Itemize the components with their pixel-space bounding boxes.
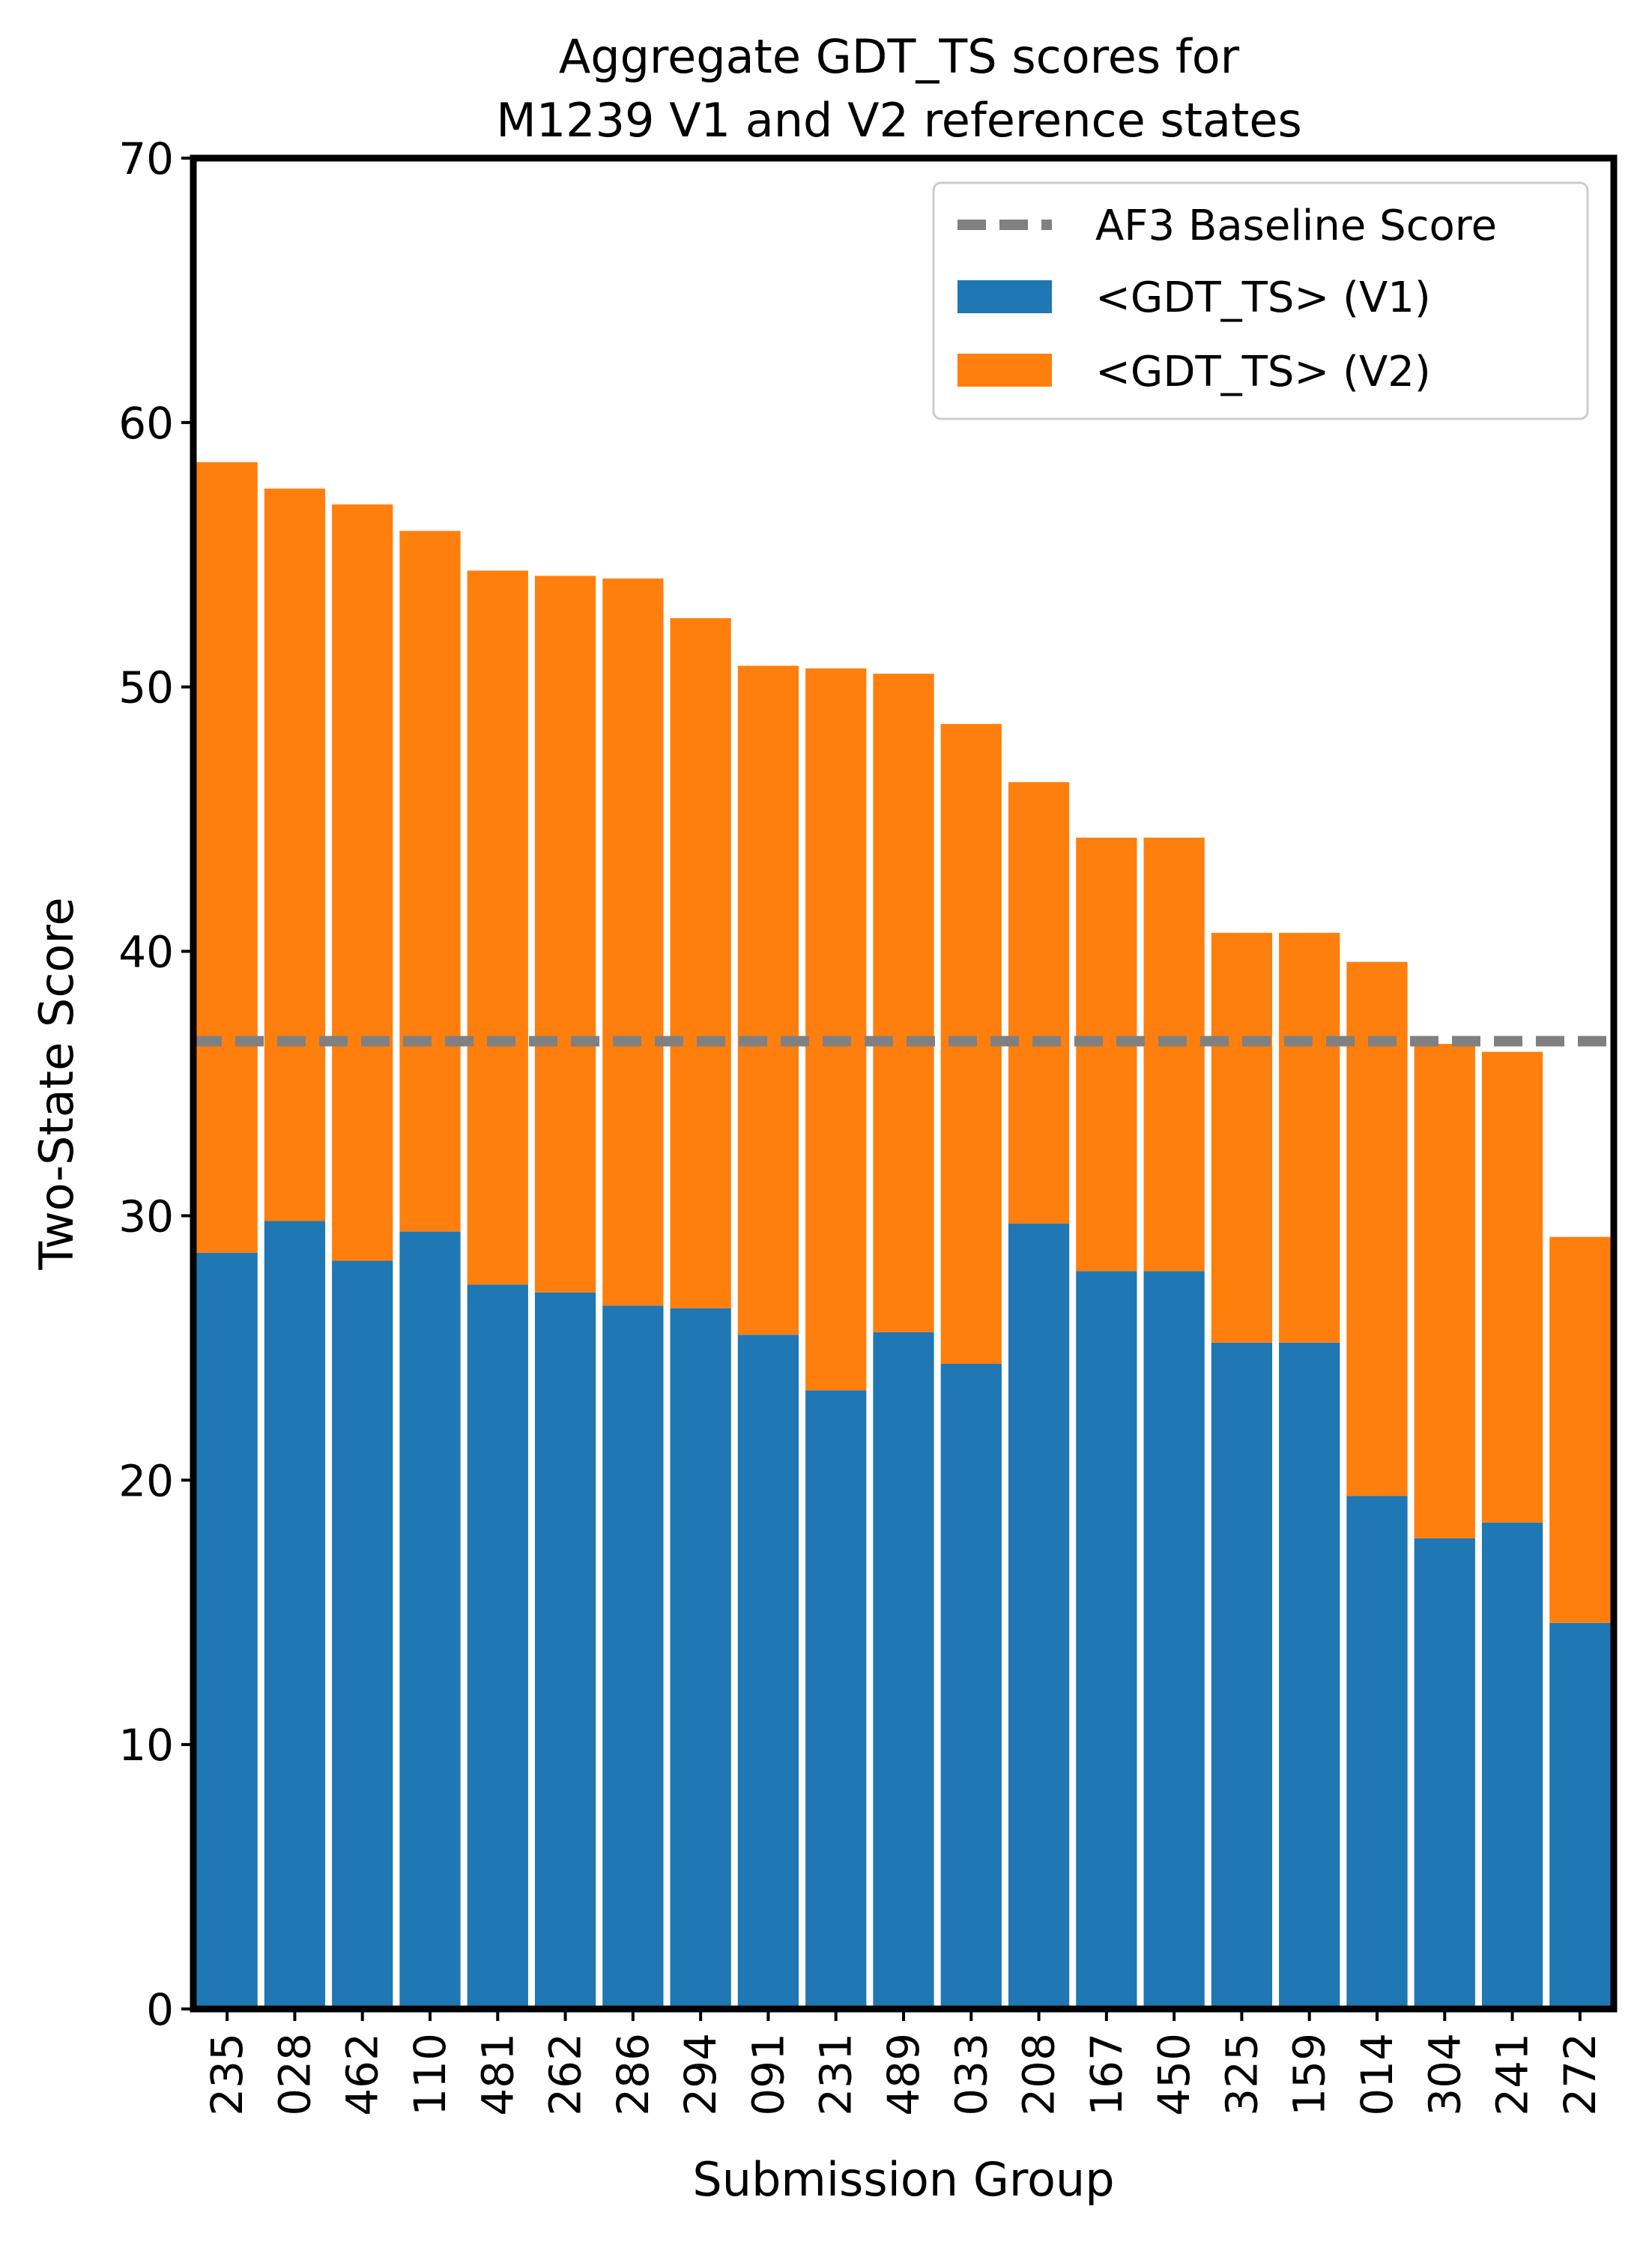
y-axis: 0 10 20 30 40 50 60 70 xyxy=(118,133,193,2035)
bar-v1-489 xyxy=(873,1332,934,2009)
bar-v2-241 xyxy=(1481,1051,1543,1523)
bar-v2-286 xyxy=(602,578,664,1306)
bar-v2-167 xyxy=(1076,837,1137,1272)
bar-v1-033 xyxy=(940,1364,1002,2009)
chart-title-line-2: M1239 V1 and V2 reference states xyxy=(496,93,1302,148)
x-tick-label: 489 xyxy=(878,2033,929,2116)
x-tick-label: 014 xyxy=(1352,2033,1403,2116)
legend-label-v2: <GDT_TS> (V2) xyxy=(1095,348,1431,396)
bar-v2-091 xyxy=(737,665,799,1335)
bar-v2-208 xyxy=(1008,782,1070,1224)
y-tick-label: 70 xyxy=(118,133,174,184)
bar-v1-014 xyxy=(1346,1496,1408,2009)
bar-v2-481 xyxy=(467,570,528,1285)
bar-v2-294 xyxy=(670,617,731,1308)
bar-v1-091 xyxy=(737,1335,799,2009)
bar-v1-110 xyxy=(399,1231,461,2009)
y-tick-label: 20 xyxy=(118,1455,174,1506)
bar-v1-481 xyxy=(467,1284,528,2009)
x-tick-label: 286 xyxy=(608,2033,659,2116)
legend-label-v1: <GDT_TS> (V1) xyxy=(1095,274,1431,322)
bar-v1-208 xyxy=(1008,1224,1070,2009)
bar-v2-235 xyxy=(196,462,258,1253)
x-tick-label: 272 xyxy=(1555,2033,1606,2116)
x-axis-label: Submission Group xyxy=(692,2152,1114,2207)
bar-v1-235 xyxy=(196,1252,258,2009)
y-tick-label: 0 xyxy=(146,1984,174,2035)
x-tick-label: 208 xyxy=(1014,2033,1065,2116)
bar-v1-294 xyxy=(670,1308,731,2009)
bar-v1-450 xyxy=(1143,1271,1205,2009)
x-axis: 235 028 462 110 481 262 286 294 091 231 489 033 208 1… xyxy=(202,2009,1606,2116)
bar-v1-262 xyxy=(534,1292,596,2009)
x-tick-label: 262 xyxy=(540,2033,591,2116)
x-tick-label: 028 xyxy=(269,2033,320,2116)
y-axis-label: Two-State Score xyxy=(29,897,84,1270)
x-tick-label: 241 xyxy=(1487,2033,1538,2116)
x-tick-label: 033 xyxy=(945,2033,996,2116)
bar-v1-304 xyxy=(1414,1538,1475,2009)
bar-v2-304 xyxy=(1414,1044,1475,1538)
bar-v1-241 xyxy=(1481,1522,1543,2009)
bar-v1-028 xyxy=(264,1221,326,2009)
y-tick-label: 50 xyxy=(118,662,174,713)
y-tick-label: 30 xyxy=(118,1191,174,1242)
bar-v2-272 xyxy=(1549,1236,1611,1623)
bar-v1-272 xyxy=(1549,1622,1611,2009)
bar-v2-159 xyxy=(1279,932,1340,1343)
bar-v2-450 xyxy=(1143,837,1205,1272)
bar-v2-489 xyxy=(873,674,934,1332)
bar-v2-110 xyxy=(399,531,461,1232)
x-tick-label: 294 xyxy=(675,2033,726,2116)
bar-v1-325 xyxy=(1211,1342,1273,2009)
x-tick-label: 304 xyxy=(1419,2033,1470,2116)
x-tick-label: 325 xyxy=(1216,2033,1267,2116)
bar-v1-286 xyxy=(602,1305,664,2009)
legend-v2-swatch xyxy=(957,354,1052,387)
bar-v1-462 xyxy=(332,1260,393,2009)
x-tick-label: 159 xyxy=(1284,2033,1335,2116)
x-tick-label: 462 xyxy=(337,2033,388,2116)
x-tick-label: 450 xyxy=(1149,2033,1199,2116)
bar-v1-167 xyxy=(1076,1271,1137,2009)
bar-v2-014 xyxy=(1346,961,1408,1496)
bar-v2-325 xyxy=(1211,932,1273,1343)
x-tick-label: 091 xyxy=(742,2033,793,2116)
x-tick-label: 235 xyxy=(202,2033,252,2116)
y-tick-label: 60 xyxy=(118,398,174,449)
legend-box xyxy=(932,181,1589,420)
bar-v1-231 xyxy=(805,1390,867,2009)
y-tick-label: 10 xyxy=(118,1720,174,1771)
bar-v1-159 xyxy=(1279,1342,1340,2009)
legend-label-baseline: AF3 Baseline Score xyxy=(1095,202,1497,250)
bar-v2-462 xyxy=(332,504,393,1261)
x-tick-label: 167 xyxy=(1081,2033,1132,2116)
bar-v2-262 xyxy=(534,575,596,1293)
legend-v1-swatch xyxy=(957,280,1052,313)
bar-v2-231 xyxy=(805,668,867,1391)
x-tick-label: 110 xyxy=(405,2033,456,2116)
y-tick-label: 40 xyxy=(118,927,174,978)
chart-title-line-1: Aggregate GDT_TS scores for xyxy=(559,29,1240,84)
bar-v2-028 xyxy=(264,489,326,1221)
legend: AF3 Baseline Score <GDT_TS> (V1) <GDT_TS… xyxy=(932,181,1589,420)
x-tick-label: 481 xyxy=(472,2033,523,2116)
x-tick-label: 231 xyxy=(811,2033,862,2116)
